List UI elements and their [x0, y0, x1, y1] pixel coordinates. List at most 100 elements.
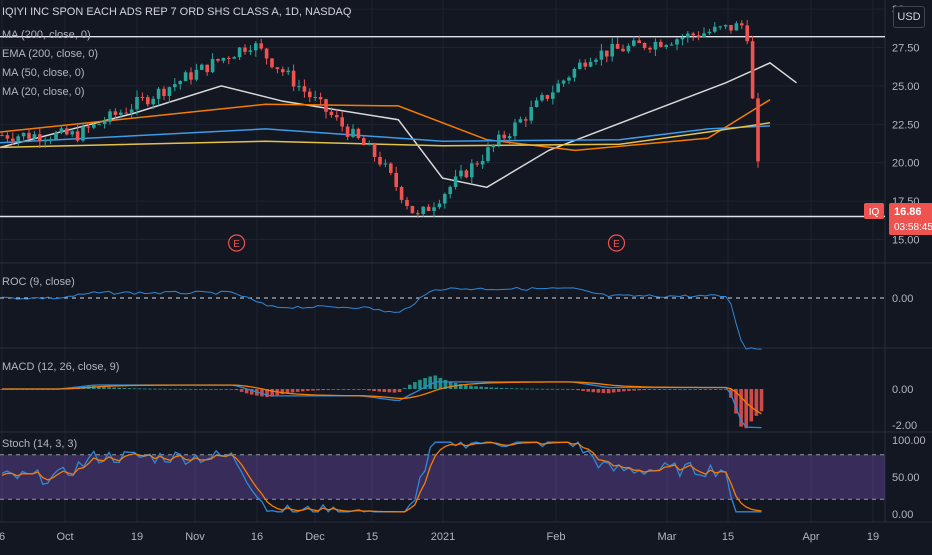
stoch-d-line — [1, 441, 762, 513]
candle-body — [556, 83, 560, 93]
earnings-marker-icon[interactable] — [607, 234, 626, 252]
candle-body — [232, 57, 236, 59]
candle-body — [723, 24, 728, 27]
candle-body — [275, 67, 280, 70]
candle-body — [313, 97, 317, 99]
legend-stoch[interactable]: Stoch (14, 3, 3) — [2, 438, 78, 450]
macd-histogram-bar — [107, 387, 111, 389]
x-tick-label: 16 — [251, 531, 263, 543]
macd-histogram-bar — [392, 389, 397, 393]
candle-body — [642, 42, 647, 48]
macd-histogram-bar — [571, 389, 575, 390]
ticker-label: IQ — [869, 207, 880, 218]
candle-body — [86, 126, 91, 128]
macd-histogram-bar — [591, 389, 596, 393]
candle-body — [351, 128, 355, 137]
earnings-marker-label: E — [233, 239, 240, 250]
earnings-marker-icon[interactable] — [227, 234, 246, 252]
x-tick-label: Apr — [802, 531, 819, 543]
x-tick-label: Nov — [185, 531, 205, 543]
macd-histogram-bar — [112, 387, 116, 389]
stoch-axis-label: 0.00 — [892, 509, 913, 521]
candle-body — [637, 40, 641, 43]
candle-body — [421, 206, 425, 215]
macd-histogram-bar — [316, 389, 320, 391]
candle-body — [464, 170, 469, 178]
legend-ma-200[interactable]: MA (200, close, 0) — [2, 29, 91, 41]
price-tick-label: 15.00 — [892, 235, 920, 247]
legend-macd[interactable]: MACD (12, 26, close, 9) — [2, 361, 120, 373]
legend-roc[interactable]: ROC (9, close) — [2, 276, 75, 288]
candle-body — [38, 134, 42, 142]
macd-histogram-bar — [535, 388, 540, 390]
candle-body — [399, 186, 404, 200]
candle-body — [5, 135, 10, 139]
macd-histogram-bar — [632, 389, 636, 391]
candle-body — [632, 40, 636, 46]
macd-histogram-bar — [280, 389, 285, 395]
candle-body — [102, 121, 107, 125]
candle-body — [686, 33, 690, 38]
last-price-countdown: 03:58:45 — [894, 222, 932, 233]
candle-body — [345, 126, 350, 137]
macd-histogram-bar — [560, 388, 565, 390]
candle-body — [567, 77, 571, 81]
currency-button[interactable]: USD — [893, 6, 925, 28]
macd-histogram-bar — [362, 389, 366, 390]
macd-histogram-bar — [387, 389, 392, 393]
macd-histogram-bar — [219, 388, 223, 390]
ma-line — [0, 122, 771, 149]
candle-body — [135, 96, 139, 110]
candle-body — [459, 170, 463, 177]
candle-body — [718, 26, 722, 28]
macd-histogram-bar — [244, 389, 249, 394]
candle-body — [659, 41, 663, 47]
candle-body — [480, 161, 485, 165]
candle-body — [75, 131, 80, 141]
macd-histogram-bar — [234, 389, 239, 391]
macd-histogram-bar — [377, 389, 382, 392]
candle-body — [707, 31, 712, 34]
candle-body — [297, 86, 301, 88]
macd-histogram-bar — [540, 388, 545, 390]
macd-histogram-bar — [637, 389, 641, 391]
macd-histogram-bar — [158, 388, 162, 390]
candle-body — [356, 128, 361, 139]
candle-body — [702, 33, 706, 38]
candle-body — [594, 59, 598, 62]
candle-body — [281, 69, 285, 73]
candle-body — [21, 132, 26, 137]
candle-body — [194, 69, 199, 80]
legend-ma-50[interactable]: MA (50, close, 0) — [2, 67, 85, 79]
macd-histogram-bar — [545, 388, 550, 390]
candle-body — [270, 58, 274, 68]
candle-body — [383, 163, 388, 165]
macd-histogram-bar — [754, 389, 759, 416]
macd-histogram-bar — [382, 389, 387, 392]
macd-histogram-bar — [336, 389, 341, 390]
candle-body — [140, 96, 145, 98]
candle-body — [416, 213, 420, 215]
legend-ma-20[interactable]: MA (20, close, 0) — [2, 86, 85, 98]
candle-body — [97, 124, 101, 126]
candles — [0, 19, 760, 218]
candle-body — [151, 98, 155, 105]
macd-histogram-bar — [153, 388, 157, 390]
ticker-badge — [864, 202, 884, 219]
macd-histogram-bar — [132, 388, 137, 390]
macd-histogram-bar — [423, 378, 427, 389]
candle-body — [119, 112, 123, 115]
legend-ema-200[interactable]: EMA (200, close, 0) — [2, 48, 98, 60]
macd-histogram-bar — [662, 389, 667, 390]
candle-body — [124, 112, 128, 114]
candle-body — [43, 140, 47, 142]
macd-histogram-bar — [137, 388, 142, 390]
candle-body — [583, 62, 587, 67]
candle-body — [410, 205, 415, 214]
macd-histogram-bar — [550, 388, 555, 390]
macd-histogram-bar — [117, 387, 122, 389]
candle-body — [534, 100, 539, 108]
